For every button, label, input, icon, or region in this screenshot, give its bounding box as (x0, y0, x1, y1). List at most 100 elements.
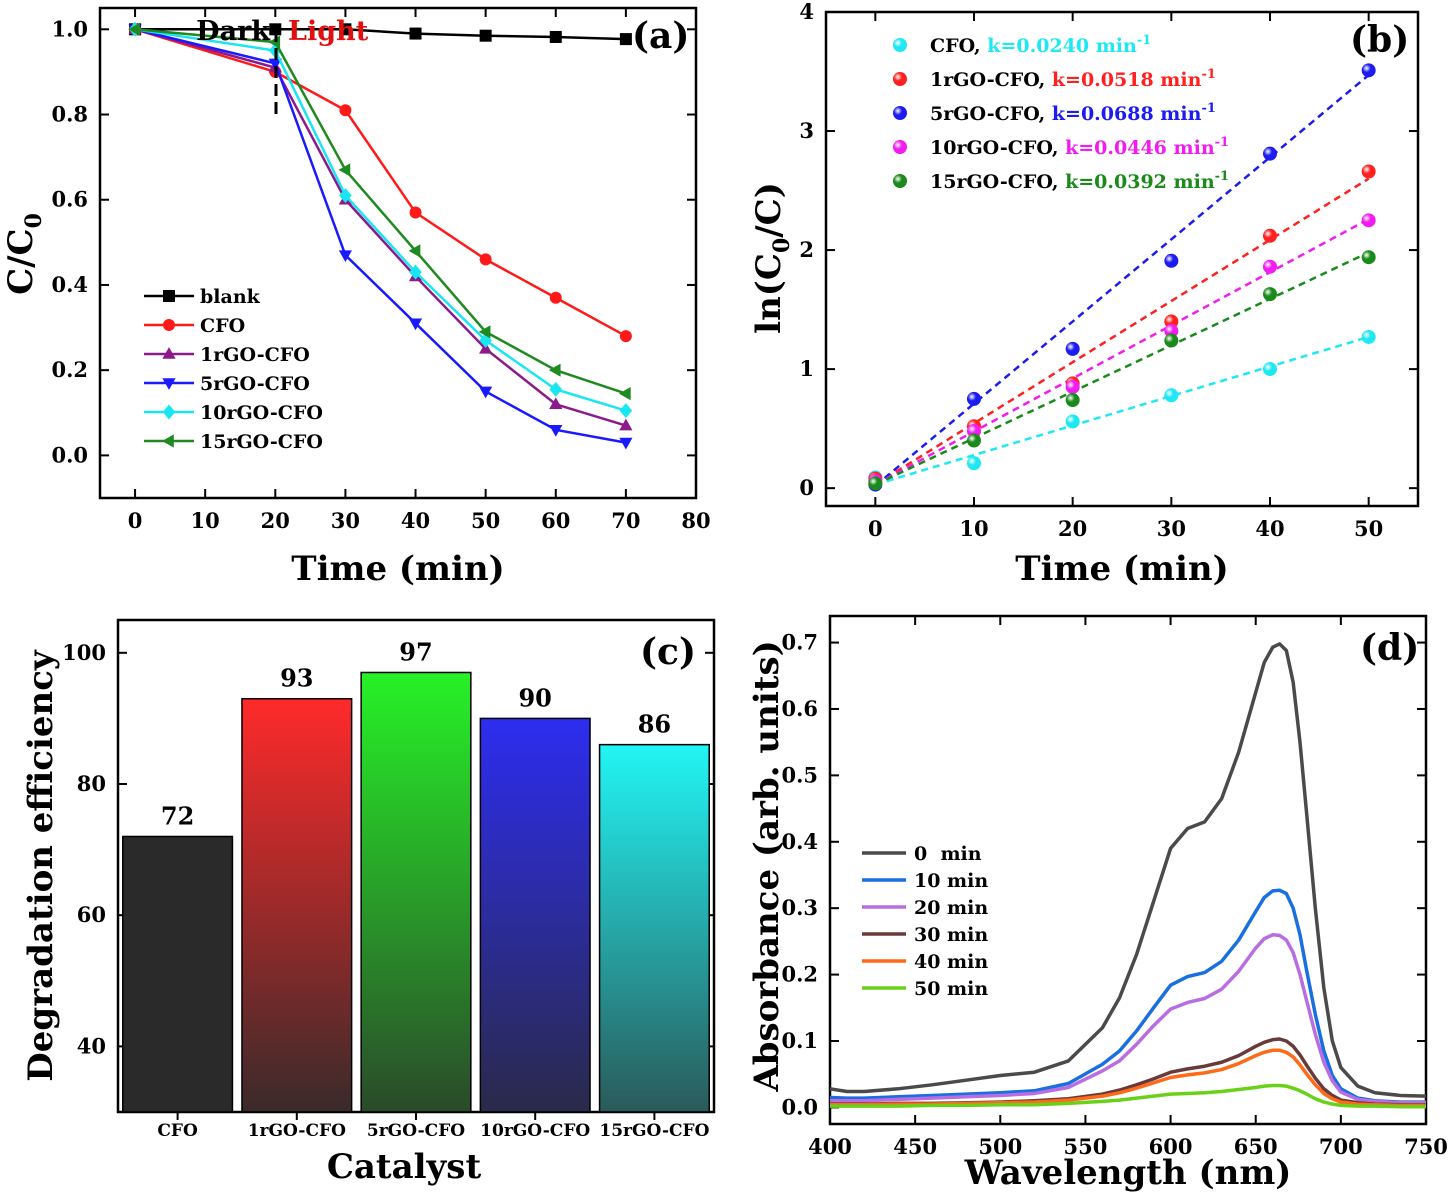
fit-line-cfo (874, 335, 1370, 486)
panel-c-y-axis-label: Degradation efficiency (21, 649, 61, 1082)
bar-1rgo-cfo (241, 697, 353, 1113)
data-point-blank (339, 23, 352, 36)
panel-b-y-axis-label: ln(C0/C) (749, 182, 795, 334)
panel-a-y-tick-label: 0.6 (51, 187, 88, 212)
panel-a-y-tick-label: 1.0 (51, 16, 88, 41)
data-point-cfo (619, 330, 632, 343)
panel-d-x-tick-label: 550 (1064, 1134, 1108, 1159)
panel-a-degradation-kinetics: 0 10 20 30 40 50 60 70 80 0.0 0.2 0.4 0.6 0.8 1.0 Dark… (1, 6, 711, 589)
legend-marker-15rgo-cfo (162, 434, 174, 448)
data-point-blank (269, 23, 282, 36)
legend-label-1rgo-cfo: 1rGO-CFO (200, 344, 310, 366)
legend-marker-10rgo-cfo (893, 140, 907, 154)
legend-marker-blank (163, 290, 175, 302)
data-point-1rgo-cfo (619, 418, 633, 431)
data-point-10rgo-cfo (619, 403, 633, 419)
data-point-10rgo-cfo (339, 187, 352, 203)
legend-label-1rgo-cfo: 1rGO-CFO, k=0.0518 min-1 (930, 67, 1216, 91)
category-label-15rgo-cfo: 15rGO-CFO (599, 1121, 709, 1141)
legend-label-5rgo-cfo: 5rGO-CFO, k=0.0688 min-1 (930, 101, 1216, 125)
panel-c-y-tick-label: 60 (77, 902, 106, 927)
panel-d-x-tick-label: 400 (808, 1134, 852, 1159)
panel-a-x-tick-label: 40 (401, 508, 430, 533)
panel-b-x-tick-label: 50 (1354, 516, 1383, 541)
panel-c-tag: (c) (640, 631, 696, 673)
panel-c-y-tick-label: 40 (77, 1033, 106, 1058)
data-point-15rgo-cfo (868, 476, 883, 491)
data-point-5rgo-cfo (338, 250, 353, 263)
panel-a-x-tick-label: 30 (331, 508, 360, 533)
legend-marker-10rgo-cfo (162, 404, 176, 420)
panel-d-y-tick-label: 0.5 (781, 762, 818, 787)
panel-d-x-tick-label: 700 (1319, 1134, 1363, 1159)
legend-label-20-min: 20 min (914, 897, 988, 919)
panel-d-y-tick-label: 0.7 (781, 630, 818, 655)
spectrum-line-40-min (830, 1048, 1426, 1108)
panel-b-y-tick-label: 3 (799, 118, 814, 143)
panel-a-x-tick-label: 10 (191, 508, 220, 533)
bar-value-label-1rgo-cfo: 93 (280, 664, 313, 693)
panel-a-y-axis-label: C/C0 (1, 213, 47, 295)
panel-b-y-tick-label: 4 (799, 0, 814, 24)
data-point-15rgo-cfo (408, 244, 421, 258)
fit-line-1rgo-cfo (874, 177, 1370, 486)
data-point-1rgo-cfo (1263, 228, 1277, 243)
data-point-15rgo-cfo (618, 387, 631, 401)
legend-label-40-min: 40 min (914, 951, 988, 973)
data-point-blank (619, 33, 632, 46)
data-point-5rgo-cfo (408, 318, 423, 331)
panel-b-x-tick-label: 30 (1157, 516, 1186, 541)
data-point-10rgo-cfo (1361, 213, 1376, 228)
category-label-10rgo-cfo: 10rGO-CFO (480, 1121, 590, 1141)
panel-c-degradation-efficiency: 40 60 80 100 72 CFO 93 1rGO-CFO 97 5rGO-CFO 90 10r… (21, 618, 716, 1187)
legend-marker-5rgo-cfo (893, 106, 907, 120)
legend-label-cfo: CFO, k=0.0240 min-1 (930, 33, 1151, 57)
panel-a-x-tick-label: 0 (128, 508, 143, 533)
bar-value-label-5rgo-cfo: 97 (399, 637, 432, 666)
panel-a-y-tick-label: 0.2 (51, 357, 88, 382)
data-point-15rgo-cfo (967, 433, 981, 448)
data-point-cfo (1263, 362, 1277, 377)
panel-b-legend: CFO, k=0.0240 min-1 1rGO-CFO, k=0.0518 mi… (893, 33, 1229, 193)
panel-d-y-tick-label: 0.2 (781, 962, 818, 987)
panel-a-x-tick-label: 50 (471, 508, 500, 533)
data-point-cfo (479, 253, 492, 266)
panel-b-x-tick-label: 20 (1058, 516, 1087, 541)
panel-a-plot-frame (98, 6, 698, 500)
light-label: Light (288, 16, 369, 47)
panel-b-y-tick-label: 0 (799, 475, 814, 500)
fit-line-5rgo-cfo (874, 74, 1370, 487)
data-point-5rgo-cfo (1361, 63, 1376, 78)
panel-d-y-axis-label: Absorbance (arb. units) (747, 640, 787, 1092)
bar-cfo (122, 835, 234, 1113)
dark-label: Dark (196, 16, 271, 47)
data-point-cfo (549, 291, 562, 304)
category-label-cfo: CFO (157, 1121, 198, 1141)
data-point-10rgo-cfo (549, 381, 563, 397)
bar-value-label-cfo: 72 (161, 801, 194, 830)
series-line-1rgo-cfo (134, 28, 627, 427)
spectrum-line-20-min (830, 932, 1426, 1105)
spectrum-line-50-min (830, 1083, 1426, 1109)
panel-d-tag: (d) (1360, 627, 1419, 669)
data-point-15rgo-cfo (1065, 393, 1080, 408)
legend-label-10rgo-cfo: 10rGO-CFO (200, 402, 323, 424)
data-point-5rgo-cfo (268, 58, 282, 71)
panel-d-plot-frame (828, 614, 1428, 1126)
data-point-5rgo-cfo (1263, 146, 1277, 161)
spectrum-line-0-min (829, 642, 1427, 1098)
data-point-cfo (1361, 329, 1376, 344)
legend-marker-cfo (893, 38, 907, 52)
data-point-blank (549, 30, 562, 43)
data-point-1rgo-cfo (1361, 164, 1376, 179)
data-point-cfo (409, 206, 422, 219)
legend-label-5rgo-cfo: 5rGO-CFO (200, 373, 310, 395)
panel-b-rate-constants: 0 10 20 30 40 50 0 1 2 3 4 (b) CFO, k=0.0240 min-1… (749, 0, 1420, 589)
panel-c-y-tick-label: 100 (62, 640, 106, 665)
category-label-1rgo-cfo: 1rGO-CFO (248, 1121, 346, 1141)
panel-a-legend: blank CFO 1rGO-CFO 5rGO-CFO 10rGO-CFO 15rGO-C… (144, 286, 323, 453)
panel-a-y-tick-label: 0.0 (51, 442, 88, 467)
panel-b-x-tick-label: 40 (1255, 516, 1284, 541)
spectrum-line-10-min (829, 888, 1426, 1104)
